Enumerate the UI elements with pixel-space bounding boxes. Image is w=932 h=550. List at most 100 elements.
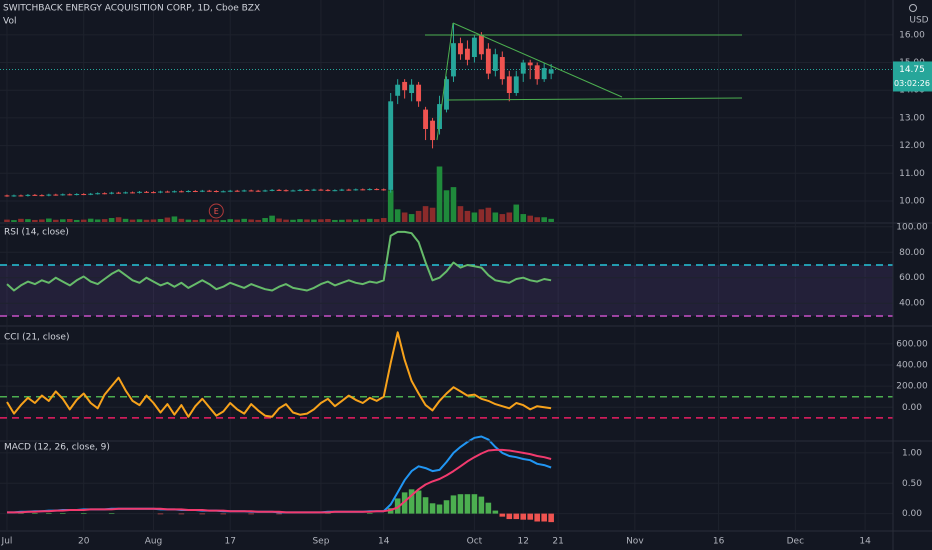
volume-bar: [25, 219, 31, 222]
volume-bar: [492, 212, 499, 222]
candle-body: [178, 191, 184, 193]
volume-bar: [353, 219, 359, 222]
volume-bar: [332, 219, 338, 222]
x-tick-label: 14: [378, 537, 390, 547]
candle-body: [227, 190, 233, 192]
candle-body: [297, 189, 303, 191]
volume-bar: [87, 218, 94, 222]
volume-bar: [366, 218, 373, 222]
volume-bar: [136, 219, 143, 222]
chart-title: SWITCHBACK ENERGY ACQUISITION CORP, 1D, …: [3, 4, 260, 14]
candle-body: [423, 109, 429, 129]
volume-bar: [164, 217, 171, 222]
volume-bar: [241, 218, 247, 222]
volume-bar: [325, 218, 331, 222]
volume-bar: [171, 216, 178, 222]
last-price-label: 14.75: [899, 65, 925, 75]
volume-bar: [394, 209, 401, 222]
histogram-bar: [199, 513, 206, 515]
x-tick-label: 16: [713, 537, 725, 547]
volume-bar: [429, 207, 436, 222]
volume-bar: [450, 187, 457, 222]
candle-body: [513, 76, 519, 94]
volume-bar: [318, 219, 324, 222]
y-tick-label: 0.50: [902, 479, 922, 489]
candle-body: [346, 189, 352, 191]
candle-body: [478, 34, 484, 55]
y-tick-label: 400.00: [896, 361, 928, 371]
candle-body: [430, 120, 435, 141]
candle-body: [206, 190, 212, 192]
level-band: [0, 265, 893, 316]
histogram-bar: [32, 513, 38, 514]
line-series: [6, 230, 552, 292]
volume-bar: [178, 218, 185, 222]
volume-bar: [255, 219, 261, 222]
x-tick-label: 12: [518, 537, 529, 547]
x-tick-label: 14: [859, 537, 871, 547]
candle-body: [402, 81, 408, 91]
histogram-bar: [548, 513, 554, 523]
line-series: [7, 448, 552, 514]
histogram-bar: [220, 513, 227, 515]
candle-body: [464, 48, 470, 60]
cci-title: CCI (21, close): [4, 333, 69, 343]
candle-body: [130, 192, 135, 194]
volume-bar: [534, 217, 540, 222]
candle-body: [164, 191, 170, 193]
volume-label: Vol: [3, 17, 16, 27]
y-tick-label: 600.00: [896, 339, 928, 349]
volume-bar: [401, 212, 408, 222]
volume-bar: [80, 219, 87, 222]
trend-line: [436, 22, 454, 141]
volume-bar: [129, 219, 136, 222]
y-tick-label: 10.00: [899, 196, 925, 206]
volume-bar: [436, 166, 443, 222]
histogram-bar: [492, 510, 499, 514]
volume-bar: [478, 209, 485, 222]
volume-bar: [422, 206, 429, 222]
candle-body: [269, 189, 275, 191]
macd-title: MACD (12, 26, close, 9): [4, 443, 110, 453]
volume-bar: [499, 214, 506, 222]
currency: USD: [909, 16, 928, 26]
volume-bar: [73, 219, 80, 222]
candle-body: [53, 194, 59, 196]
volume-bar: [115, 217, 122, 222]
rsi-title: RSI (14, close): [4, 228, 69, 238]
candle-body: [109, 192, 115, 194]
candle-body: [374, 189, 380, 191]
volume-bar: [262, 218, 268, 222]
x-tick-label: 21: [552, 537, 563, 547]
y-tick-label: 40.00: [899, 299, 925, 309]
volume-bar: [101, 219, 108, 222]
candle-body: [220, 191, 226, 193]
countdown-label: 03:02:26: [894, 79, 930, 88]
x-tick-label: Jul: [1, 537, 13, 547]
histogram-bar: [108, 513, 115, 514]
candle-body: [458, 43, 463, 55]
candle-body: [276, 189, 282, 191]
y-tick-label: 0.00: [902, 403, 922, 413]
y-tick-label: 80.00: [899, 248, 925, 258]
candle-body: [88, 193, 94, 195]
candle-body: [116, 192, 122, 194]
candle-body: [283, 190, 289, 192]
volume-bar: [283, 219, 289, 222]
candle-body: [485, 48, 491, 74]
volume-bar: [157, 218, 164, 222]
candle-body: [388, 101, 394, 190]
icon[interactable]: [909, 4, 917, 12]
histogram-bar: [429, 503, 436, 514]
candle-body: [290, 190, 296, 192]
candle-body: [471, 37, 477, 58]
histogram-bar: [157, 513, 164, 515]
volume-bar: [269, 215, 275, 222]
histogram-bar: [513, 513, 520, 520]
histogram-bar: [401, 492, 408, 514]
x-tick-label: Sep: [312, 537, 329, 547]
y-tick-label: 16.00: [899, 30, 925, 40]
line-series: [6, 331, 552, 418]
y-tick-label: 13.00: [899, 113, 925, 123]
